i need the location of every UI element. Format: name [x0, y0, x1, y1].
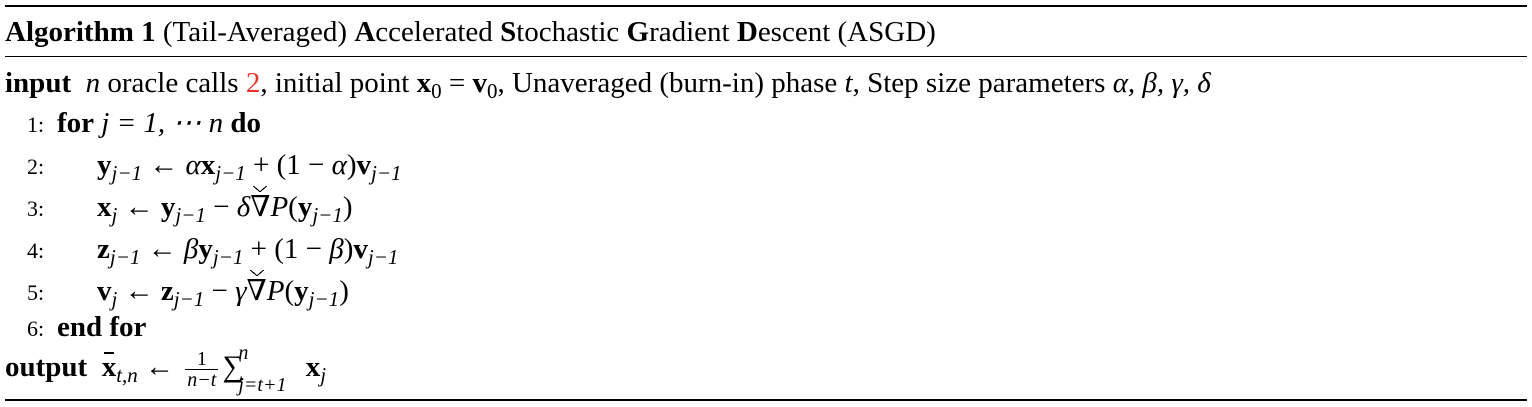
v0-symbol: v	[472, 67, 487, 99]
algo-line-6: 6: end for	[5, 309, 146, 347]
algo-line-2: 2: yj−1 ← αxj−1 + (1 − α)vj−1	[5, 147, 402, 185]
algorithm-caption: Algorithm 1 (Tail-Averaged) Accelerated …	[5, 15, 936, 49]
bottom-rule	[5, 399, 1527, 401]
line-number: 6:	[27, 316, 45, 341]
input-text-1: oracle calls	[100, 67, 246, 99]
x0-subscript: 0	[431, 79, 442, 103]
caption-rule	[5, 56, 1527, 57]
xj-subscript: j	[320, 363, 327, 388]
algo-line-1: 1: for j = 1, ⋯ n do	[5, 105, 261, 143]
output-keyword: output	[5, 351, 88, 384]
sum-lower-limit: j=t+1	[238, 374, 287, 397]
line-2-formula: yj−1 ← αxj−1 + (1 − α)vj−1	[97, 149, 402, 185]
assign-arrow: ←	[145, 351, 175, 384]
top-rule	[5, 5, 1527, 7]
output-line: output xt,n ← 1 n−t ∑ n j=t+1 xj	[5, 342, 327, 396]
line-number: 5:	[27, 280, 45, 305]
for-keyword: for	[57, 107, 95, 139]
summation: ∑ n j=t+1	[222, 342, 286, 396]
input-text-4: , Step size parameters	[852, 67, 1113, 99]
algo-line-5: 5: vj ← zj−1 − γ∇P(yj−1)	[5, 270, 349, 311]
average-fraction: 1 n−t	[185, 349, 219, 391]
line-3-formula: xj ← yj−1 − δ∇P(yj−1)	[97, 186, 353, 227]
step-size-params: α, β, γ, δ	[1112, 67, 1211, 99]
algo-line-4: 4: zj−1 ← βyj−1 + (1 − β)vj−1	[5, 231, 398, 269]
v0-subscript: 0	[486, 79, 498, 103]
do-keyword: do	[230, 107, 262, 139]
loop-range: j = 1, ⋯ n	[101, 107, 224, 139]
line-5-formula: vj ← zj−1 − γ∇P(yj−1)	[97, 270, 349, 311]
equals-sign: =	[441, 67, 473, 99]
line-number: 2:	[27, 154, 45, 179]
var-n: n	[85, 67, 101, 99]
xj-symbol: x	[305, 351, 321, 384]
caption-label: Algorithm 1	[5, 16, 156, 48]
fraction-numerator: 1	[185, 349, 219, 370]
input-text-3: , Unaveraged (burn-in) phase	[497, 67, 845, 99]
input-text-2: , initial point	[260, 67, 417, 99]
sum-upper-limit: n	[238, 342, 249, 365]
caption-title: (Tail-Averaged) Accelerated Stochastic G…	[162, 16, 936, 48]
line-number: 3:	[27, 196, 45, 221]
line-4-formula: zj−1 ← βyj−1 + (1 − β)vj−1	[97, 233, 399, 269]
var-t: t	[844, 67, 853, 99]
end-for-keyword: end for	[57, 311, 147, 343]
xbar-symbol: x	[101, 351, 117, 384]
algo-line-3: 3: xj ← yj−1 − δ∇P(yj−1)	[5, 186, 353, 227]
input-keyword: input	[5, 67, 72, 99]
line-number: 1:	[27, 112, 45, 137]
fraction-denominator: n−t	[187, 369, 217, 391]
xbar-subscript: t,n	[116, 363, 138, 388]
line-number: 4:	[27, 238, 45, 263]
algorithm-ref-link[interactable]: 2	[245, 67, 261, 99]
input-line: input n oracle calls 2, initial point x0…	[5, 65, 1211, 103]
x0-symbol: x	[416, 67, 432, 99]
